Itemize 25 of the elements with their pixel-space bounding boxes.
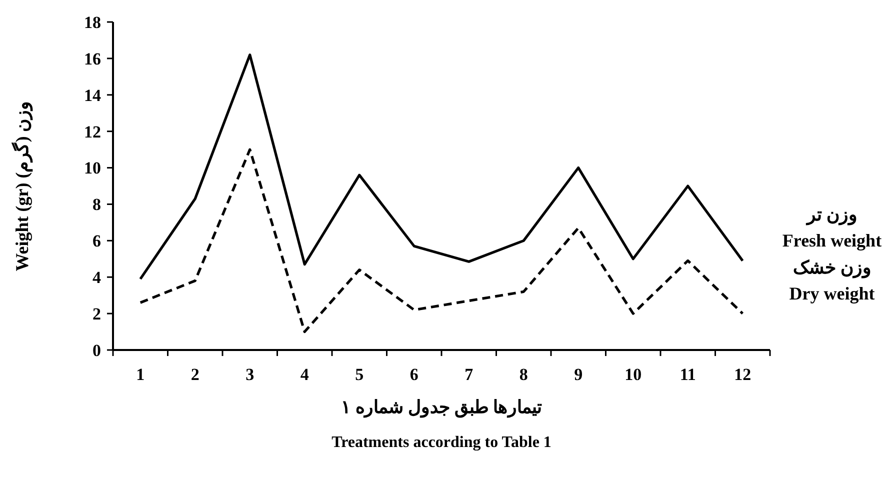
y-tick-label: 16 (84, 49, 101, 68)
y-axis-title: Weight (gr) وزن (گرم) (11, 100, 33, 272)
x-tick-label: 1 (136, 365, 145, 384)
y-tick-label: 18 (84, 12, 101, 32)
y-tick-label: 12 (84, 122, 101, 142)
x-tick-label: 12 (734, 365, 752, 384)
x-tick-label: 3 (246, 365, 254, 384)
x-tick-label: 4 (300, 365, 310, 384)
y-tick-label: 8 (92, 195, 101, 214)
y-tick-label: 4 (92, 268, 102, 288)
line-series (139, 54, 744, 280)
y-tick-label: 2 (92, 304, 101, 324)
x-tick-label: 6 (410, 365, 418, 384)
x-tick-label: 10 (624, 365, 642, 384)
x-tick-label: 9 (574, 365, 583, 384)
x-tick-label: 2 (190, 365, 200, 384)
y-tick-label: 10 (84, 158, 101, 178)
x-tick-label: 8 (519, 365, 528, 384)
y-tick-label: 14 (84, 86, 102, 105)
line-series (139, 148, 744, 334)
x-tick-label: 7 (464, 365, 474, 384)
x-tick-label: 5 (355, 365, 364, 384)
y-tick-label: 6 (92, 232, 101, 251)
y-tick-label: 0 (92, 340, 101, 360)
x-tick-label: 11 (680, 365, 696, 384)
